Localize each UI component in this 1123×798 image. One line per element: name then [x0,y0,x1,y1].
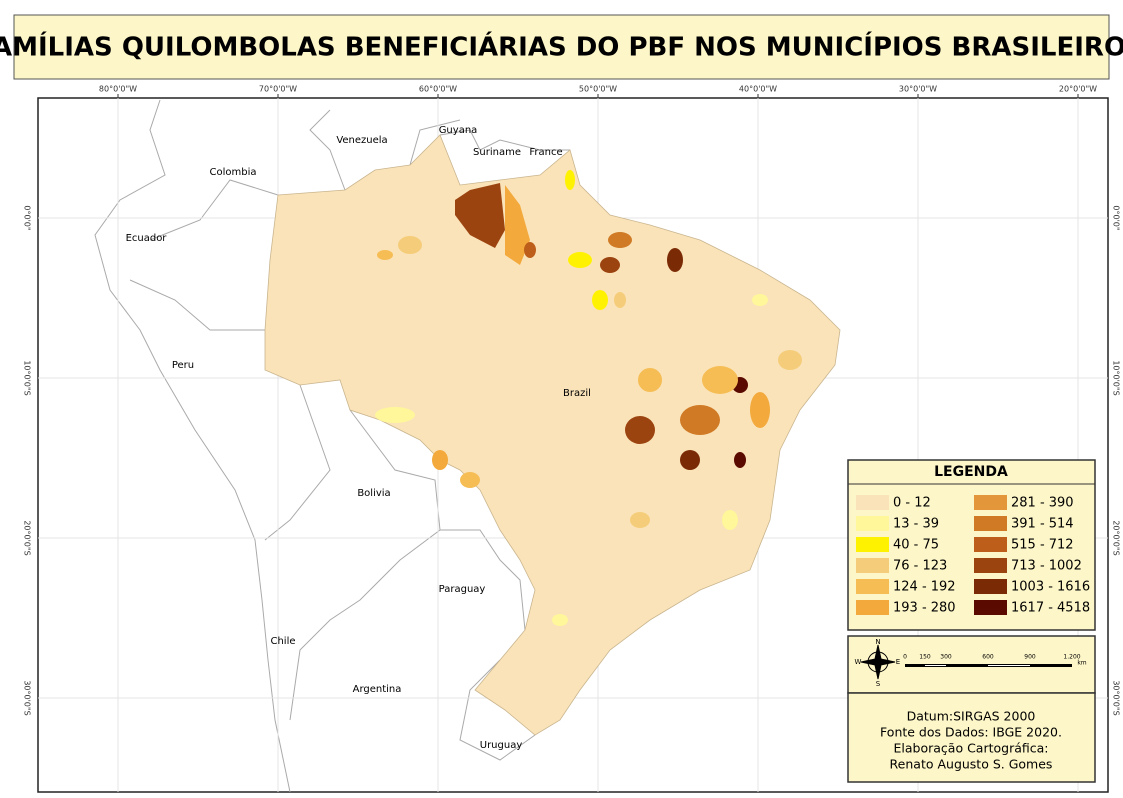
country-label: Uruguay [480,740,523,751]
longitude-label: 70°0'0"W [259,85,297,94]
compass-n: N [875,638,880,646]
scale-label: 600 [982,654,994,661]
latitude-label: 10°0'0"S [1112,360,1121,395]
longitude-label: 60°0'0"W [419,85,457,94]
region [377,250,393,260]
legend-swatch [974,558,1007,573]
region [592,290,608,310]
latitude-label: 0°0'0" [23,205,32,230]
longitude-label: 40°0'0"W [739,85,777,94]
country-label: Peru [172,360,194,371]
longitude-label: 30°0'0"W [899,85,937,94]
legend-swatch [856,516,889,531]
latitude-label: 10°0'0"S [23,360,32,395]
legend-label: 713 - 1002 [1011,559,1082,574]
legend-label: 281 - 390 [1011,496,1074,511]
region [778,350,802,370]
country-label: Suriname [473,147,521,158]
region [432,450,448,470]
region [375,407,415,423]
country-label: Ecuador [126,233,168,244]
region [638,368,662,392]
legend-swatch [856,579,889,594]
region [524,242,536,258]
credit-line: Renato Augusto S. Gomes [890,757,1053,772]
scale-label: 0 [903,654,907,661]
scale-label: 300 [940,654,952,661]
region [625,416,655,444]
country-label: France [529,147,562,158]
legend-label: 1003 - 1616 [1011,580,1090,595]
latitude-label: 30°0'0"S [23,680,32,715]
compass-w: W [855,658,862,666]
credit-line: Elaboração Cartográfica: [894,741,1049,756]
scale-unit: km [1077,660,1086,667]
region [750,392,770,428]
legend-title: LEGENDA [934,464,1008,480]
country-label: Colombia [210,167,257,178]
map-page: FAMÍLIAS QUILOMBOLAS BENEFICIÁRIAS DO PB… [0,0,1123,798]
region [752,294,768,306]
legend-swatch [856,495,889,510]
compass-s: S [876,680,881,688]
legend-label: 13 - 39 [893,517,939,532]
country-label: Guyana [439,125,478,136]
legend-label: 391 - 514 [1011,517,1074,532]
scale-segment [925,665,946,666]
legend-swatch [974,579,1007,594]
legend-label: 1617 - 4518 [1011,601,1090,616]
region [460,472,480,488]
legend-swatch [856,537,889,552]
credit-line: Fonte dos Dados: IBGE 2020. [880,725,1062,740]
scale-label: 900 [1024,654,1036,661]
longitude-label: 50°0'0"W [579,85,617,94]
latitude-label: 30°0'0"S [1112,680,1121,715]
country-label: Paraguay [439,584,486,595]
region [552,614,568,626]
legend-swatch [974,516,1007,531]
longitude-label: 20°0'0"W [1059,85,1097,94]
region [722,510,738,530]
legend-swatch [974,537,1007,552]
scale-label: 150 [919,654,931,661]
legend-label: 515 - 712 [1011,538,1074,553]
country-label: Bolivia [357,488,390,499]
region [680,405,720,435]
country-label: Argentina [353,684,402,695]
legend-label: 193 - 280 [893,601,956,616]
compass-e: E [896,658,900,666]
legend-label: 124 - 192 [893,580,956,595]
region [734,452,746,468]
region [608,232,632,248]
longitude-label: 80°0'0"W [99,85,137,94]
legend-swatch [974,600,1007,615]
region [398,236,422,254]
region [565,170,575,190]
credit-line: Datum:SIRGAS 2000 [907,709,1036,724]
region [630,512,650,528]
legend-swatch [856,558,889,573]
region [702,366,738,394]
country-label: Venezuela [336,135,387,146]
region [600,257,620,273]
region [667,248,683,272]
region [614,292,626,308]
legend-label: 40 - 75 [893,538,939,553]
region [568,252,592,268]
country-label: Brazil [563,388,591,399]
legend-label: 0 - 12 [893,496,931,511]
latitude-label: 20°0'0"S [1112,520,1121,555]
latitude-label: 20°0'0"S [23,520,32,555]
country-label: Chile [270,636,295,647]
legend-swatch [974,495,1007,510]
region [680,450,700,470]
scale-segment [988,665,1030,666]
latitude-label: 0°0'0" [1112,205,1121,230]
legend-swatch [856,600,889,615]
map-title: FAMÍLIAS QUILOMBOLAS BENEFICIÁRIAS DO PB… [0,31,1123,63]
legend-label: 76 - 123 [893,559,947,574]
